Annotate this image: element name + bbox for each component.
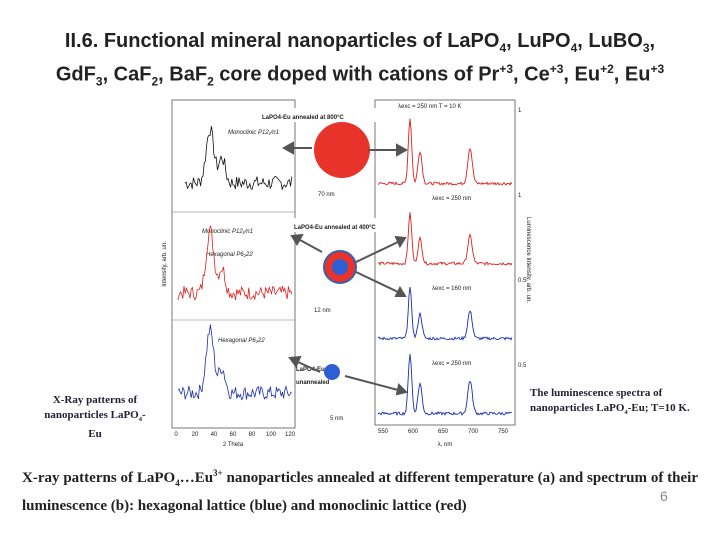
- exc-label: λexc = 160 nm: [432, 286, 471, 292]
- text-segment: X-Ray patterns of nanoparticles LaPO: [44, 394, 139, 421]
- text-segment: ,: [649, 30, 656, 52]
- text-segment: 4: [624, 409, 628, 417]
- exc-label: λexc = 250 nm: [432, 196, 471, 202]
- lum-trace: [377, 212, 513, 266]
- annotation: LaPO4-Eu: [296, 367, 325, 373]
- lum-trace: [377, 118, 513, 186]
- text-segment: , LuBO: [577, 30, 643, 52]
- text-segment: nanoparticles annealed at different temp…: [22, 470, 698, 514]
- phase-label: Hexagonal P6₂22: [206, 252, 253, 258]
- phase-label: Monoclinic P12₁/n1: [202, 229, 253, 235]
- text-segment: 4: [499, 41, 507, 55]
- axis-label: 2 Theta: [223, 442, 244, 448]
- text-segment: , BaF: [158, 63, 208, 86]
- particle-core: [332, 259, 348, 275]
- text-segment: 2: [207, 74, 214, 89]
- text-segment: GdF: [55, 63, 96, 86]
- x-tick-label: 20: [192, 432, 199, 438]
- text-segment: II.6. Functional mineral nanoparticles o…: [64, 30, 500, 52]
- label-bg: [260, 108, 406, 122]
- xrd-trace: [177, 225, 293, 301]
- x-tick-label: 40: [211, 432, 218, 438]
- axis-label: Luminescence Intensity, arb. un.: [525, 217, 531, 303]
- axis-label: λ, nm: [438, 442, 453, 448]
- y-tick-label: 0.5: [518, 278, 527, 284]
- xrd-frame: [171, 99, 296, 429]
- x-tick-label: 80: [249, 432, 256, 438]
- text-segment: 2: [151, 74, 159, 89]
- x-tick-label: 60: [230, 432, 237, 438]
- xrd-trace: [177, 324, 293, 401]
- size-label: 5 nm: [330, 416, 343, 422]
- x-tick-label: 550: [378, 429, 389, 435]
- y-tick-label: 0.5: [518, 363, 527, 369]
- text-segment: +3: [549, 62, 564, 76]
- phase-label: Monoclinic P12₁/n1: [228, 130, 279, 136]
- y-tick-label: 1: [518, 108, 522, 114]
- x-tick-label: 100: [266, 432, 277, 438]
- title-line: II.6. Functional mineral nanoparticles o…: [0, 30, 720, 55]
- text-segment: +3: [650, 62, 665, 76]
- x-tick-label: 0: [174, 432, 178, 438]
- label-bg: [292, 218, 442, 232]
- x-tick-label: 650: [438, 429, 449, 435]
- page-number: 6: [660, 488, 668, 504]
- text-segment: -Eu: [88, 409, 146, 441]
- caption-left: X-Ray patterns of nanoparticles LaPO4-Eu: [40, 393, 150, 442]
- text-segment: , CaF: [102, 63, 152, 86]
- size-label: 12 nm: [314, 308, 331, 314]
- xrd-trace: [184, 126, 293, 190]
- lum-frame: [374, 99, 516, 426]
- arrows: [281, 141, 409, 396]
- particle: [314, 122, 370, 178]
- text-segment: core doped with cations of Pr: [213, 63, 500, 86]
- annotation: LaPO4-Eu annealed at 400°C: [294, 225, 376, 231]
- size-label: 70 nm: [318, 192, 335, 198]
- text-segment: , Eu: [563, 63, 601, 86]
- text-segment: The luminescence spectra of nanoparticle…: [530, 387, 663, 414]
- description: X-ray patterns of LaPO4…Eu3+ nanoparticl…: [22, 462, 698, 518]
- text-segment: …Eu: [179, 470, 214, 486]
- axis-label: Intensity, arb. un.: [162, 241, 168, 287]
- text-segment: +3: [499, 62, 514, 76]
- x-tick-label: 120: [285, 432, 296, 438]
- annotation: LaPO4-Eu annealed at 800°C: [262, 115, 344, 121]
- text-segment: 4: [138, 416, 143, 424]
- text-segment: , Eu: [613, 63, 651, 86]
- caption-right: The luminescence spectra of nanoparticle…: [530, 386, 710, 420]
- title-line: GdF3, CaF2, BaF2 core doped with cations…: [0, 62, 720, 89]
- text-segment: 3: [95, 74, 103, 89]
- exc-label: λexc = 250 nm: [432, 361, 471, 367]
- text-segment: , LuPO: [506, 30, 571, 52]
- annotation: unannealed: [296, 380, 330, 386]
- text-segment: +2: [600, 62, 614, 76]
- x-tick-label: 700: [468, 429, 479, 435]
- phase-label: Hexagonal P6₂22: [218, 338, 265, 344]
- text-segment: 3+: [213, 468, 223, 478]
- text-segment: X-ray patterns of LaPO: [22, 470, 176, 486]
- text-segment: , Ce: [513, 63, 550, 86]
- text-segment: 4: [570, 41, 578, 55]
- lum-trace: [377, 353, 513, 417]
- x-tick-label: 750: [498, 429, 509, 435]
- x-tick-label: 600: [408, 429, 419, 435]
- text-segment: -Eu; T=10 K.: [627, 402, 690, 414]
- lum-trace: [377, 287, 513, 341]
- text-segment: 3: [642, 41, 650, 55]
- y-tick-label: 1: [518, 193, 522, 199]
- text-segment: 4: [175, 478, 180, 488]
- exc-label: λexc = 250 nm T = 10 K: [398, 104, 461, 110]
- particle: [324, 364, 340, 380]
